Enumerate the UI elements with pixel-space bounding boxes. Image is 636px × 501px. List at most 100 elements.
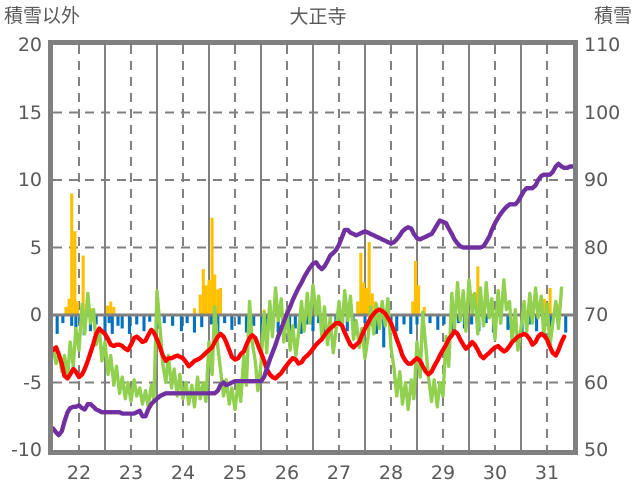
series-line-気温	[53, 307, 567, 381]
bar	[395, 315, 399, 332]
bar	[265, 315, 269, 336]
series-bars-降水量	[64, 193, 560, 315]
y-axis-left-tick: -10	[10, 439, 42, 461]
bar	[223, 315, 227, 324]
y-axis-left-tick: 15	[17, 101, 42, 124]
bar	[61, 315, 65, 324]
bar	[216, 315, 220, 334]
bar	[244, 315, 248, 333]
bar	[200, 315, 204, 328]
bar	[213, 274, 217, 315]
bar	[179, 315, 183, 332]
y-axis-left-tick: -5	[23, 371, 42, 394]
y-axis-right-tick: 90	[584, 169, 609, 191]
bar	[549, 315, 553, 329]
bar	[345, 315, 349, 332]
bar	[70, 193, 74, 315]
bar	[305, 315, 309, 325]
bar	[218, 288, 222, 315]
bar	[185, 315, 189, 324]
bar	[363, 315, 367, 324]
series-line-積雪	[53, 161, 573, 438]
bar	[116, 315, 120, 326]
bar	[374, 315, 378, 334]
y-axis-right-tick: 60	[584, 371, 609, 394]
bar	[367, 242, 371, 315]
bar	[74, 315, 78, 333]
bar	[55, 315, 59, 334]
x-axis-tick: 29	[430, 462, 456, 484]
bar	[207, 279, 211, 315]
bar	[67, 298, 71, 315]
bar	[252, 315, 256, 326]
bar	[442, 315, 446, 325]
x-axis-tick: 31	[534, 462, 560, 484]
bar	[81, 255, 85, 315]
bar	[564, 315, 568, 333]
bar	[73, 231, 77, 315]
y-axis-left-tick: 0	[29, 304, 42, 326]
bar	[411, 301, 415, 315]
bar	[356, 301, 360, 315]
bar	[428, 315, 432, 324]
y-axis-right-tick: 100	[584, 101, 621, 124]
bar	[413, 261, 417, 315]
bar	[527, 315, 531, 325]
bar	[470, 315, 474, 325]
bar	[548, 288, 552, 315]
bar	[293, 315, 297, 329]
bar	[436, 315, 440, 330]
page-title: 大正寺	[289, 6, 347, 28]
bar	[148, 315, 152, 322]
bar	[192, 315, 196, 333]
bar	[361, 282, 365, 315]
chart-canvas	[53, 45, 573, 450]
x-axis-tick: 23	[118, 462, 144, 484]
bar	[402, 315, 406, 325]
bar	[109, 301, 113, 315]
bar	[64, 306, 68, 315]
bar	[365, 288, 369, 315]
bar	[409, 315, 413, 334]
bar	[311, 315, 315, 332]
y-axis-right-tick: 70	[584, 304, 609, 326]
bar	[535, 315, 539, 332]
bar	[299, 315, 303, 334]
bar	[476, 266, 480, 315]
y-axis-right-tick: 80	[584, 236, 609, 259]
bar	[317, 315, 321, 324]
bar	[94, 315, 98, 325]
bar	[198, 294, 202, 315]
right-axis-title: 積雪	[593, 5, 632, 27]
bar	[120, 315, 124, 329]
bar	[162, 315, 166, 324]
bar	[107, 315, 111, 324]
bar	[210, 217, 214, 315]
bar	[359, 252, 363, 315]
bar	[171, 315, 175, 326]
bar	[204, 285, 208, 315]
bar	[542, 298, 546, 315]
bar	[417, 285, 421, 315]
bar	[276, 315, 280, 333]
bar	[506, 315, 510, 330]
bar	[210, 315, 214, 325]
x-axis-tick: 30	[482, 462, 508, 484]
bar	[484, 315, 488, 324]
bar	[415, 315, 419, 325]
x-axis-tick: 25	[222, 462, 248, 484]
y-axis-left-tick: 5	[29, 236, 42, 259]
bar	[142, 315, 146, 332]
x-axis-tick: 26	[274, 462, 300, 484]
left-axis-title: 積雪以外	[4, 5, 81, 27]
bar	[135, 315, 139, 325]
x-axis-tick: 27	[326, 462, 352, 484]
bar	[370, 293, 374, 315]
x-axis-tick: 28	[378, 462, 404, 484]
bar	[70, 315, 74, 326]
bar	[112, 306, 116, 315]
bar	[237, 315, 241, 325]
bar	[201, 269, 205, 315]
bar	[127, 315, 131, 334]
